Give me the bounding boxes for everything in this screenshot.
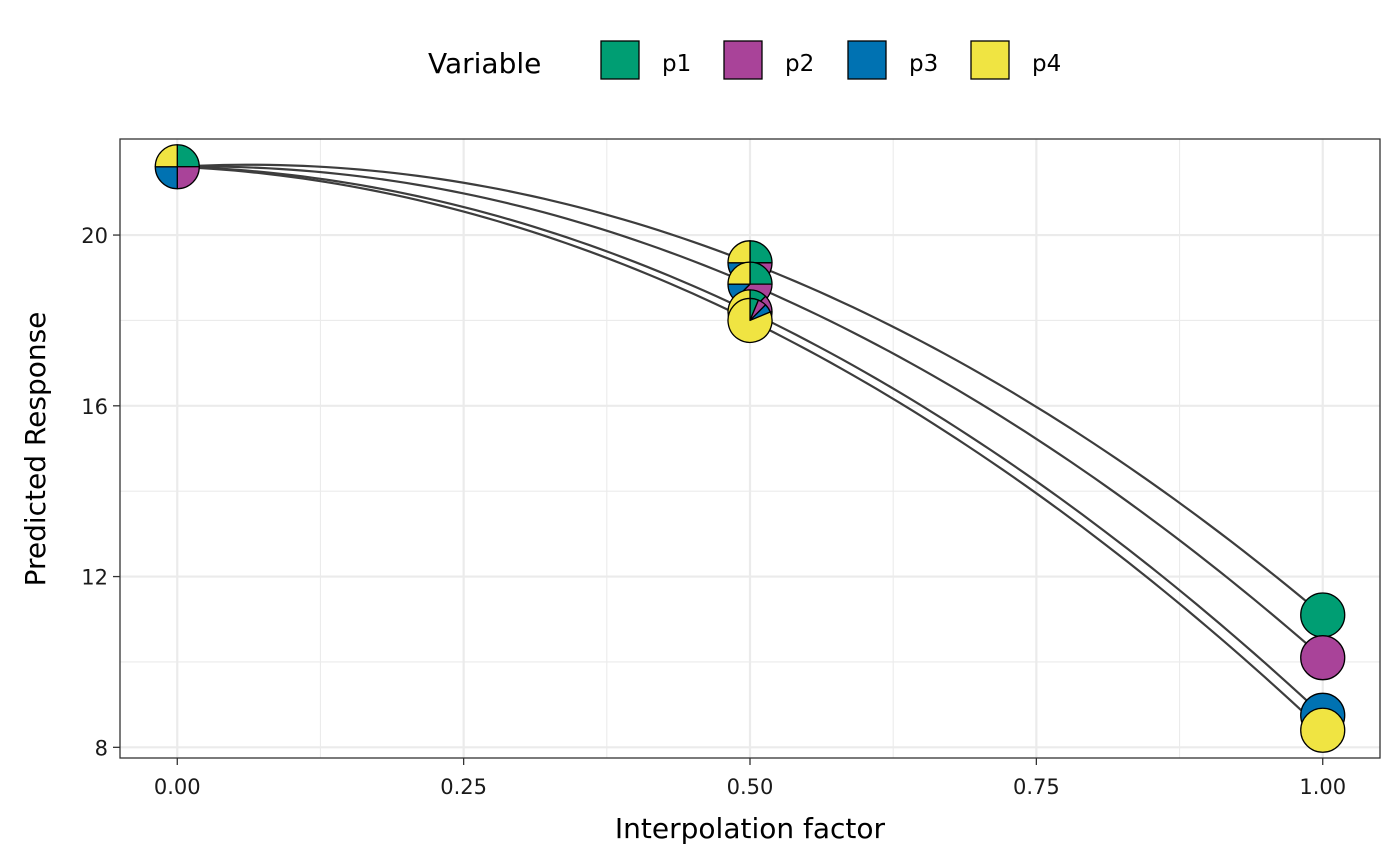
pie-slice — [727, 297, 773, 344]
y-tick-label: 16 — [81, 395, 108, 419]
pie-slice — [727, 261, 751, 285]
x-tick-label: 0.00 — [154, 775, 201, 799]
x-tick-label: 0.75 — [1013, 775, 1060, 799]
x-tick-label: 0.50 — [727, 775, 774, 799]
y-axis: 8 12 16 20 — [81, 224, 120, 760]
x-axis-title: Interpolation factor — [615, 812, 886, 845]
y-tick-label: 20 — [81, 224, 108, 248]
legend-label-p4: p4 — [1032, 51, 1061, 77]
midpoint-pie-point — [727, 297, 773, 344]
legend-label-p3: p3 — [909, 51, 938, 77]
endpoint-circle — [1300, 635, 1346, 681]
data-points — [154, 144, 1346, 753]
pie-slice — [176, 166, 200, 190]
x-tick-label: 0.25 — [440, 775, 487, 799]
endpoint-circle — [1300, 707, 1346, 753]
endpoint-circle — [1300, 592, 1346, 638]
pie-slice — [749, 240, 773, 264]
x-axis: 0.00 0.25 0.50 0.75 1.00 — [154, 758, 1346, 799]
legend: Variable p1 p2 p3 p4 — [428, 40, 1061, 80]
legend-key-p1 — [600, 40, 640, 80]
legend-title: Variable — [428, 47, 541, 80]
legend-label-p2: p2 — [785, 51, 814, 77]
pie-slice — [176, 144, 200, 168]
y-tick-label: 12 — [81, 566, 108, 590]
legend-key-p2 — [723, 40, 763, 80]
pie-slice — [154, 144, 178, 168]
x-tick-label: 1.00 — [1299, 775, 1346, 799]
pie-slice — [749, 261, 773, 285]
start-pie-point — [154, 144, 200, 190]
y-axis-title: Predicted Response — [19, 312, 52, 587]
y-tick-label: 8 — [95, 736, 108, 760]
legend-key-p4 — [970, 40, 1010, 80]
pie-slice — [727, 240, 751, 264]
legend-label-p1: p1 — [662, 51, 691, 77]
legend-key-p3 — [847, 40, 887, 80]
pie-slice — [154, 166, 178, 190]
major-gridlines — [120, 139, 1380, 758]
